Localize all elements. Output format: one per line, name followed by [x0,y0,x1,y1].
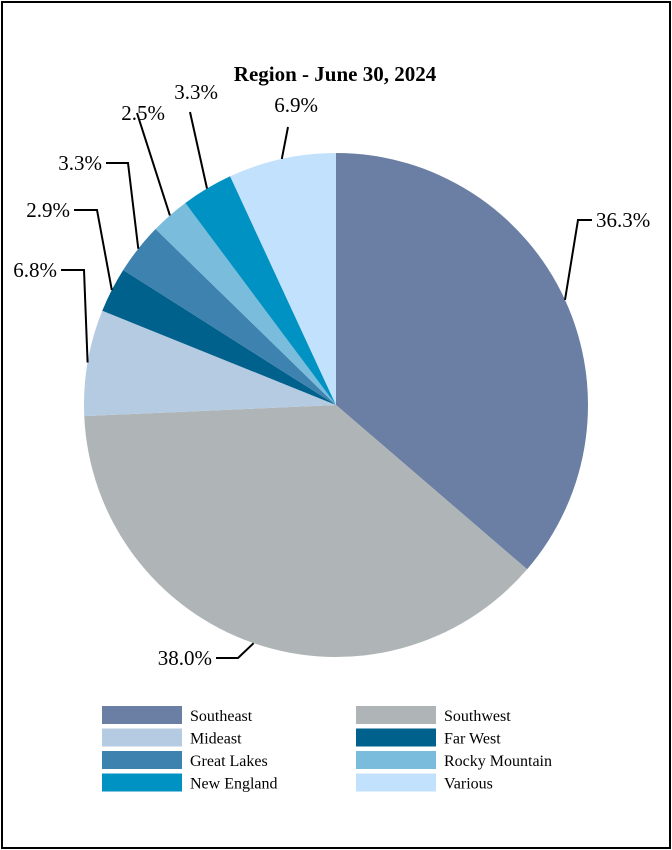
label-leader-lines [61,111,592,659]
legend: Southeast Southwest Mideast Far West Great L… [102,706,552,793]
chart-title: Region - June 30, 2024 [234,62,437,86]
pie-slices [83,153,589,658]
legend-swatch-mideast [102,728,182,747]
percent-label-mideast: 6.8% [13,258,57,282]
percent-label-great-lakes: 3.3% [58,151,102,175]
legend-item-southeast: Southeast [102,706,253,725]
legend-item-various: Various [356,773,493,793]
legend-label-southwest: Southwest [444,708,511,725]
pie-slice-various [230,153,336,405]
legend-swatch-southeast [102,706,182,724]
percent-label-various: 6.9% [274,93,318,117]
pie-slice-rocky-mountain [155,203,336,405]
pie-slice-southwest [84,405,528,658]
legend-label-mideast: Mideast [190,731,242,748]
legend-swatch-far-west [356,728,436,747]
percent-label-far-west: 2.9% [26,198,70,222]
percent-label-southeast: 36.3% [596,208,650,232]
legend-label-far-west: Far West [444,731,501,748]
percent-labels: 36.3% 38.0% 6.8% 2.9% 3.3% 2.5% 3.3% 6.9% [13,80,650,670]
percent-label-new-england: 3.3% [174,80,218,104]
legend-item-mideast: Mideast [102,728,242,748]
percent-label-southwest: 38.0% [158,646,212,670]
legend-item-rocky-mountain: Rocky Mountain [356,751,552,770]
legend-item-southwest: Southwest [356,706,511,725]
legend-label-rocky-mountain: Rocky Mountain [444,753,552,770]
legend-swatch-great-lakes [102,751,182,769]
legend-item-far-west: Far West [356,728,501,748]
pie-slice-southeast [336,153,589,570]
leader-line-southeast [564,219,592,301]
legend-swatch-rocky-mountain [356,751,436,769]
legend-label-great-lakes: Great Lakes [190,753,268,770]
leader-line-rocky-mountain [136,112,171,216]
pie-slice-new-england [185,176,336,405]
leader-line-new-england [189,111,208,189]
leader-line-great-lakes [106,162,140,249]
legend-swatch-new-england [102,773,182,792]
pie-slice-mideast [83,310,336,417]
pie-slice-far-west [102,269,336,405]
leader-line-mideast [61,269,89,363]
leader-line-various [280,126,289,160]
pie-slice-great-lakes [123,229,336,405]
legend-swatch-southwest [356,706,436,724]
leader-line-far-west [74,209,113,291]
legend-swatch-various [356,773,436,792]
percent-label-rocky-mountain: 2.5% [121,101,165,125]
legend-label-various: Various [444,776,493,793]
legend-label-southeast: Southeast [190,708,253,725]
leader-line-southwest [216,642,255,659]
legend-label-new-england: New England [190,776,278,793]
legend-item-great-lakes: Great Lakes [102,751,268,770]
legend-item-new-england: New England [102,773,278,793]
